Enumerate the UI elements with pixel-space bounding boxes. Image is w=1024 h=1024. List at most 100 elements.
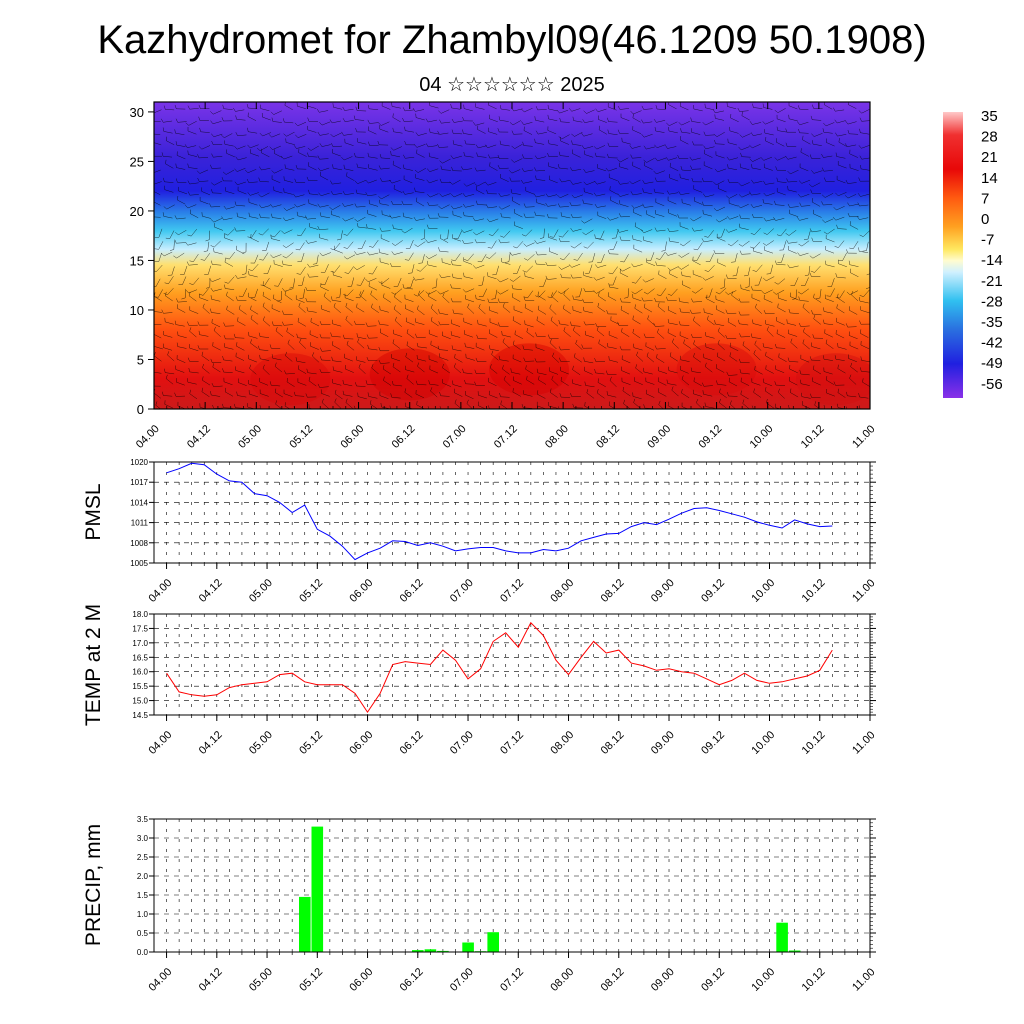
colorbar-label: 14 bbox=[981, 170, 998, 187]
x-tick-label: 09.12 bbox=[699, 577, 727, 605]
y-tick-label: 15.0 bbox=[132, 697, 148, 706]
x-tick-label: 09.12 bbox=[699, 966, 727, 994]
heatmap-x-tick-label: 10.00 bbox=[748, 423, 776, 451]
x-tick-label: 08.12 bbox=[599, 966, 627, 994]
heatmap-x-tick-label: 04.00 bbox=[134, 423, 162, 451]
chart-subtitle: 04 ☆☆☆☆☆☆ 2025 bbox=[419, 74, 605, 96]
y-tick-label: 16.0 bbox=[132, 668, 148, 677]
x-tick-label: 10.00 bbox=[749, 729, 777, 757]
x-tick-label: 04.00 bbox=[146, 577, 174, 605]
precip-bar bbox=[462, 942, 474, 952]
colorbar-label: -21 bbox=[981, 273, 1003, 290]
colorbar-label: -35 bbox=[981, 314, 1003, 331]
heatmap-y-tick-label: 20 bbox=[130, 204, 144, 219]
y-tick-label: 2.5 bbox=[137, 853, 149, 862]
heatmap-x-tick-label: 05.12 bbox=[287, 423, 315, 451]
heatmap-panel: 0 5 10 15 20 25 30 04.00 04.12 05.00 05.12 06.00 06.… bbox=[130, 101, 878, 451]
y-tick-label: 1020 bbox=[130, 458, 148, 467]
colorbar-label: -56 bbox=[981, 376, 1003, 393]
y-tick-label: 0.5 bbox=[137, 929, 149, 938]
y-tick-label: 1.5 bbox=[137, 891, 149, 900]
precip-bar bbox=[311, 826, 324, 952]
x-tick-label: 07.12 bbox=[498, 729, 526, 757]
pmsl-y-axis-label: PMSL bbox=[82, 483, 105, 540]
x-tick-label: 07.00 bbox=[448, 966, 476, 994]
warm-cell bbox=[676, 343, 757, 396]
x-tick-label: 04.00 bbox=[146, 966, 174, 994]
x-tick-label: 04.12 bbox=[197, 729, 225, 757]
temp-y-axis-label: TEMP at 2 M bbox=[82, 604, 105, 726]
x-tick-label: 09.00 bbox=[649, 577, 677, 605]
heatmap-y-tick-label: 0 bbox=[137, 402, 144, 417]
colorbar-label: -49 bbox=[981, 355, 1003, 372]
colorbar-ramp bbox=[943, 112, 963, 398]
x-tick-label: 10.12 bbox=[800, 577, 828, 605]
precip-bar bbox=[487, 932, 499, 952]
warm-cell bbox=[250, 353, 331, 406]
y-tick-label: 1005 bbox=[130, 559, 148, 568]
heatmap-warm-cells bbox=[250, 343, 870, 406]
x-tick-label: 04.00 bbox=[146, 729, 174, 757]
x-tick-label: 04.12 bbox=[197, 577, 225, 605]
x-tick-label: 06.12 bbox=[398, 577, 426, 605]
y-tick-label: 17.0 bbox=[132, 639, 148, 648]
pmsl-axes: 1005 1008 1011 1014 1017 1020 04.00 04.12 05.00 0… bbox=[130, 458, 877, 605]
x-tick-label: 05.00 bbox=[247, 729, 275, 757]
colorbar-label: 21 bbox=[981, 149, 998, 166]
precip-bar bbox=[299, 896, 311, 952]
y-tick-label: 1017 bbox=[130, 478, 148, 487]
heatmap-x-tick-label: 04.12 bbox=[185, 423, 213, 451]
precip-bar bbox=[788, 950, 801, 952]
heatmap-y-tick-label: 30 bbox=[130, 105, 144, 120]
y-tick-label: 1011 bbox=[131, 519, 149, 528]
x-tick-label: 07.00 bbox=[448, 729, 476, 757]
y-tick-label: 0.0 bbox=[137, 948, 149, 957]
colorbar-label: -14 bbox=[981, 252, 1003, 269]
colorbar-label: -28 bbox=[981, 293, 1003, 310]
warm-cell bbox=[795, 353, 870, 406]
x-tick-label: 11.00 bbox=[850, 966, 877, 993]
x-tick-label: 09.12 bbox=[699, 729, 727, 757]
precip-panel: 0.0 0.5 1.0 1.5 2.0 2.5 3.0 3.5 04.00 04.12 05.00 0… bbox=[82, 815, 878, 994]
x-tick-label: 04.12 bbox=[197, 966, 225, 994]
warm-cell bbox=[369, 348, 450, 401]
heatmap-x-tick-label: 07.12 bbox=[492, 423, 520, 451]
precip-bar bbox=[412, 950, 424, 952]
precip-bar bbox=[437, 950, 449, 952]
x-tick-label: 10.12 bbox=[800, 729, 828, 757]
x-tick-label: 10.00 bbox=[749, 966, 777, 994]
x-tick-label: 07.12 bbox=[498, 966, 526, 994]
x-tick-label: 11.00 bbox=[850, 577, 877, 604]
x-tick-label: 05.12 bbox=[297, 966, 325, 994]
temp-panel: 14.5 15.0 15.5 16.0 16.5 17.0 17.5 18.0 04.00 04.… bbox=[82, 604, 878, 757]
x-tick-label: 10.00 bbox=[749, 577, 777, 605]
y-tick-label: 1014 bbox=[130, 498, 148, 507]
x-tick-label: 10.12 bbox=[800, 966, 828, 994]
y-tick-label: 1.0 bbox=[137, 910, 149, 919]
colorbar-label: 28 bbox=[981, 129, 998, 146]
heatmap-y-tick-label: 25 bbox=[130, 154, 144, 169]
warm-cell bbox=[489, 343, 570, 396]
heatmap-x-tick-label: 09.00 bbox=[645, 423, 673, 451]
wind-barbs bbox=[154, 102, 870, 409]
temp-axes: 14.5 15.0 15.5 16.0 16.5 17.0 17.5 18.0 04.00 04.… bbox=[132, 610, 877, 757]
precip-y-axis-label: PRECIP, mm bbox=[82, 824, 105, 946]
y-tick-label: 3.5 bbox=[137, 815, 149, 824]
x-tick-label: 05.00 bbox=[247, 577, 275, 605]
heatmap-x-tick-label: 06.12 bbox=[390, 423, 418, 451]
x-tick-label: 06.12 bbox=[398, 729, 426, 757]
pmsl-series-line bbox=[166, 462, 833, 561]
precip-bar bbox=[424, 949, 437, 952]
precip-axes: 0.0 0.5 1.0 1.5 2.0 2.5 3.0 3.5 04.00 04.12 05.00 0… bbox=[137, 815, 878, 994]
x-tick-label: 08.12 bbox=[599, 729, 627, 757]
y-tick-label: 17.5 bbox=[132, 624, 148, 633]
chart-title: Kazhydromet for Zhambyl09(46.1209 50.190… bbox=[97, 18, 927, 62]
heatmap-x-tick-label: 05.00 bbox=[236, 423, 264, 451]
colorbar-label: 35 bbox=[981, 108, 998, 125]
heatmap-y-tick-label: 5 bbox=[137, 352, 144, 367]
x-tick-label: 08.12 bbox=[599, 577, 627, 605]
heatmap-x-tick-label: 06.00 bbox=[338, 423, 366, 451]
x-tick-label: 05.00 bbox=[247, 966, 275, 994]
x-tick-label: 08.00 bbox=[548, 577, 576, 605]
